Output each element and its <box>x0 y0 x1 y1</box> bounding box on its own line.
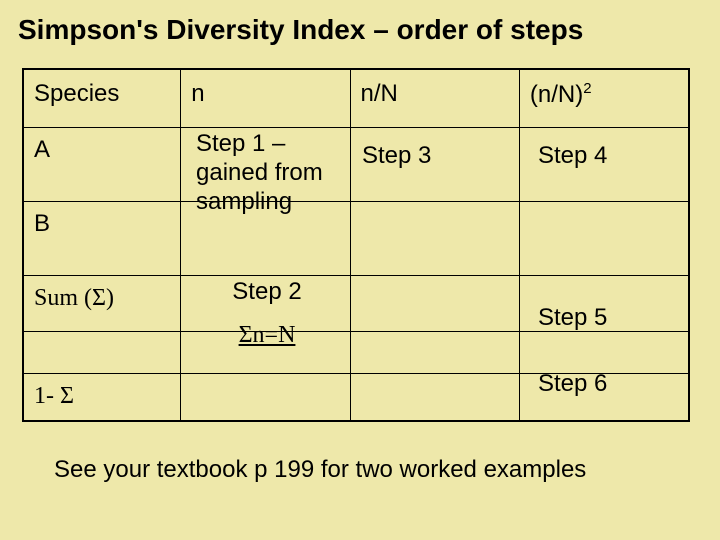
one-minus-sigma-text: 1- Σ <box>34 383 74 409</box>
step4-label: Step 4 <box>538 142 607 170</box>
sum-sigma-text: Sum (Σ) <box>34 285 114 311</box>
table-container: Species n n/N (n/N)2 A B Sum (Σ) <box>18 68 690 422</box>
step2-label: Step 2 <box>232 278 301 305</box>
header-col4-base: (n/N) <box>530 81 583 108</box>
row-a-label: A <box>23 127 181 201</box>
header-n: n <box>181 69 350 127</box>
cell-b-nN <box>350 201 519 275</box>
header-col4-sup: 2 <box>583 80 591 97</box>
step3-label: Step 3 <box>362 142 431 170</box>
row-sum-label: Sum (Σ) <box>23 275 181 331</box>
step1-label: Step 1 – gained from sampling <box>196 130 336 216</box>
cell-blank-1 <box>23 331 181 373</box>
cell-blank-3 <box>350 331 519 373</box>
step2-block: Step 2 Σn=N <box>202 278 332 349</box>
step5-label: Step 5 <box>538 304 607 332</box>
step6-label: Step 6 <box>538 370 607 398</box>
table-row: B <box>23 201 689 275</box>
steps-table: Species n n/N (n/N)2 A B Sum (Σ) <box>22 68 690 422</box>
cell-sum-nN <box>350 275 519 331</box>
header-species: Species <box>23 69 181 127</box>
table-header-row: Species n n/N (n/N)2 <box>23 69 689 127</box>
page-title: Simpson's Diversity Index – order of ste… <box>18 14 702 46</box>
header-n-over-N: n/N <box>350 69 519 127</box>
cell-blank-4 <box>519 331 689 373</box>
row-b-label: B <box>23 201 181 275</box>
cell-b-nN2 <box>519 201 689 275</box>
header-n-over-N-sq: (n/N)2 <box>519 69 689 127</box>
cell-last-n <box>181 373 350 421</box>
footer-text: See your textbook p 199 for two worked e… <box>54 456 702 484</box>
table-row <box>23 331 689 373</box>
row-last-label: 1- Σ <box>23 373 181 421</box>
cell-last-nN <box>350 373 519 421</box>
step2-formula: Σn=N <box>202 322 332 349</box>
